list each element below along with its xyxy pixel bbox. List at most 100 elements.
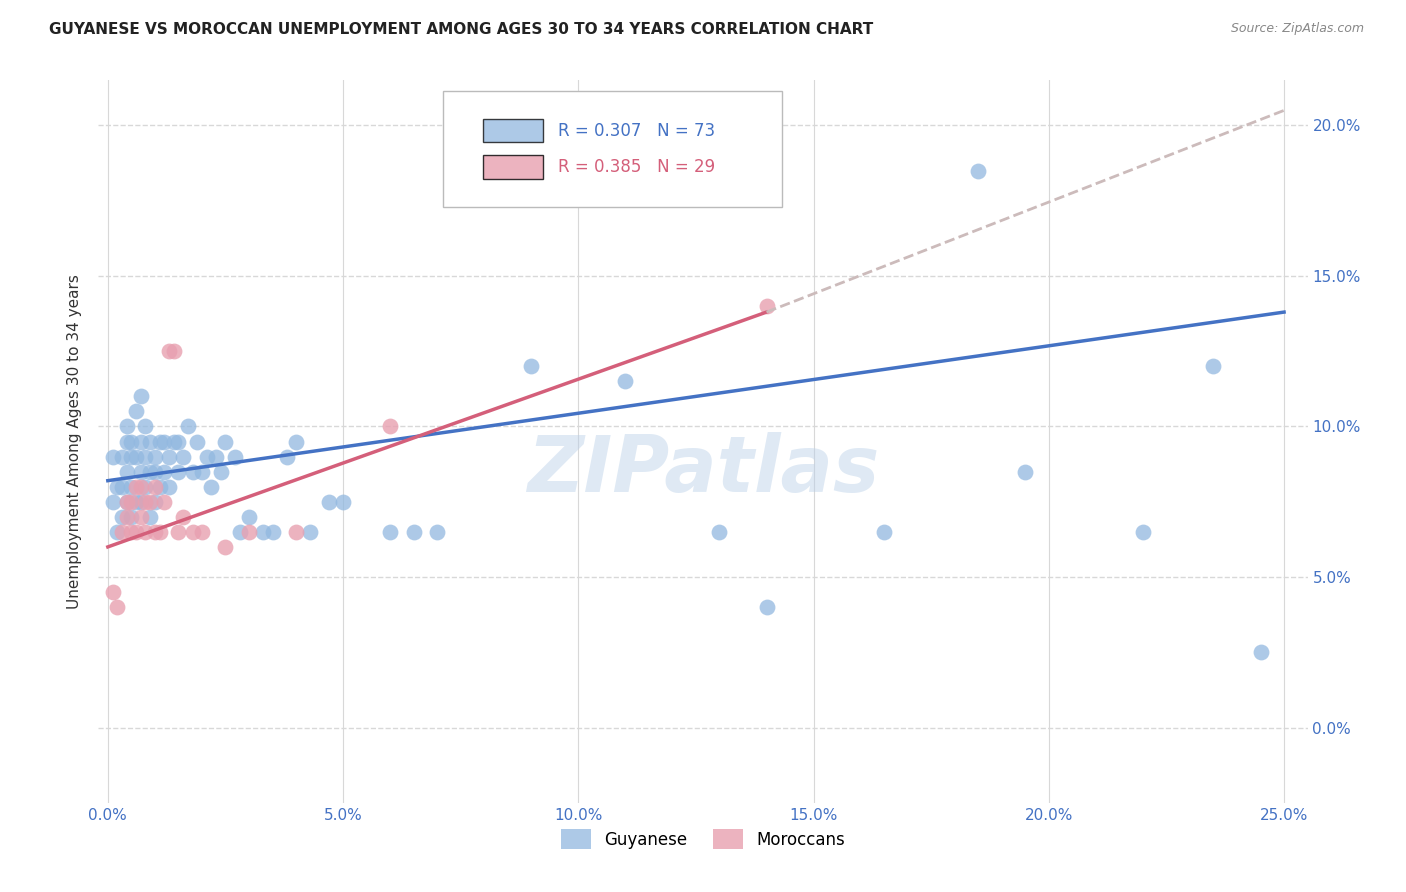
Point [276, 450, 298, 464]
Point [252, 524, 274, 539]
Point [520, 359, 543, 374]
Point [172, 450, 194, 464]
Point [238, 524, 260, 539]
Point [157, 480, 180, 494]
Point [209, 465, 232, 479]
Point [967, 163, 990, 178]
Point [157, 450, 180, 464]
Point [378, 419, 401, 434]
Text: R = 0.307   N = 73: R = 0.307 N = 73 [558, 122, 716, 140]
Point [120, 509, 142, 524]
Point [134, 450, 156, 464]
Point [378, 524, 401, 539]
Point [143, 450, 166, 464]
Point [120, 480, 142, 494]
Point [332, 494, 354, 508]
Point [101, 494, 124, 508]
Point [101, 450, 124, 464]
Point [143, 524, 166, 539]
Point [195, 450, 218, 464]
Point [115, 509, 138, 524]
Point [115, 494, 138, 508]
Point [125, 480, 148, 494]
Point [285, 524, 308, 539]
Point [129, 494, 152, 508]
Point [186, 434, 208, 449]
Point [167, 524, 190, 539]
Point [111, 524, 134, 539]
Point [214, 540, 236, 554]
Point [125, 494, 148, 508]
Point [172, 509, 194, 524]
Point [755, 299, 778, 313]
Point [105, 524, 128, 539]
Point [167, 465, 190, 479]
Point [1014, 465, 1036, 479]
Text: R = 0.385   N = 29: R = 0.385 N = 29 [558, 158, 716, 176]
Point [149, 480, 172, 494]
Point [402, 524, 425, 539]
Point [262, 524, 284, 539]
Point [105, 600, 128, 615]
Point [181, 524, 204, 539]
Point [115, 465, 138, 479]
Point [177, 419, 200, 434]
Point [139, 434, 162, 449]
Point [205, 450, 228, 464]
FancyBboxPatch shape [443, 91, 782, 207]
Point [163, 434, 186, 449]
FancyBboxPatch shape [482, 155, 543, 178]
Point [143, 465, 166, 479]
Point [101, 585, 124, 599]
Point [129, 465, 152, 479]
Point [153, 465, 176, 479]
Point [143, 494, 166, 508]
Point [1132, 524, 1154, 539]
Point [125, 524, 148, 539]
Point [1250, 645, 1272, 659]
Point [115, 419, 138, 434]
Point [143, 480, 166, 494]
Point [134, 524, 156, 539]
Point [111, 450, 134, 464]
Point [873, 524, 896, 539]
Point [129, 480, 152, 494]
Point [214, 434, 236, 449]
Point [111, 509, 134, 524]
Point [709, 524, 731, 539]
Point [200, 480, 222, 494]
FancyBboxPatch shape [482, 120, 543, 143]
Point [125, 404, 148, 418]
Point [139, 509, 162, 524]
Point [105, 480, 128, 494]
Legend: Guyanese, Moroccans: Guyanese, Moroccans [554, 822, 852, 856]
Point [129, 434, 152, 449]
Point [167, 434, 190, 449]
Point [129, 509, 152, 524]
Point [120, 434, 142, 449]
Point [224, 450, 246, 464]
Point [191, 465, 214, 479]
Text: ZIPatlas: ZIPatlas [527, 433, 879, 508]
Point [191, 524, 214, 539]
Point [120, 524, 142, 539]
Point [228, 524, 250, 539]
Y-axis label: Unemployment Among Ages 30 to 34 years: Unemployment Among Ages 30 to 34 years [67, 274, 83, 609]
Point [134, 494, 156, 508]
Point [149, 434, 172, 449]
Text: GUYANESE VS MOROCCAN UNEMPLOYMENT AMONG AGES 30 TO 34 YEARS CORRELATION CHART: GUYANESE VS MOROCCAN UNEMPLOYMENT AMONG … [49, 22, 873, 37]
Point [238, 509, 260, 524]
Point [299, 524, 322, 539]
Point [318, 494, 340, 508]
Point [614, 374, 637, 388]
Point [1202, 359, 1225, 374]
Point [120, 450, 142, 464]
Point [163, 344, 186, 359]
Point [285, 434, 308, 449]
Point [426, 524, 449, 539]
Point [157, 344, 180, 359]
Point [153, 494, 176, 508]
Point [149, 524, 172, 539]
Point [115, 494, 138, 508]
Point [755, 600, 778, 615]
